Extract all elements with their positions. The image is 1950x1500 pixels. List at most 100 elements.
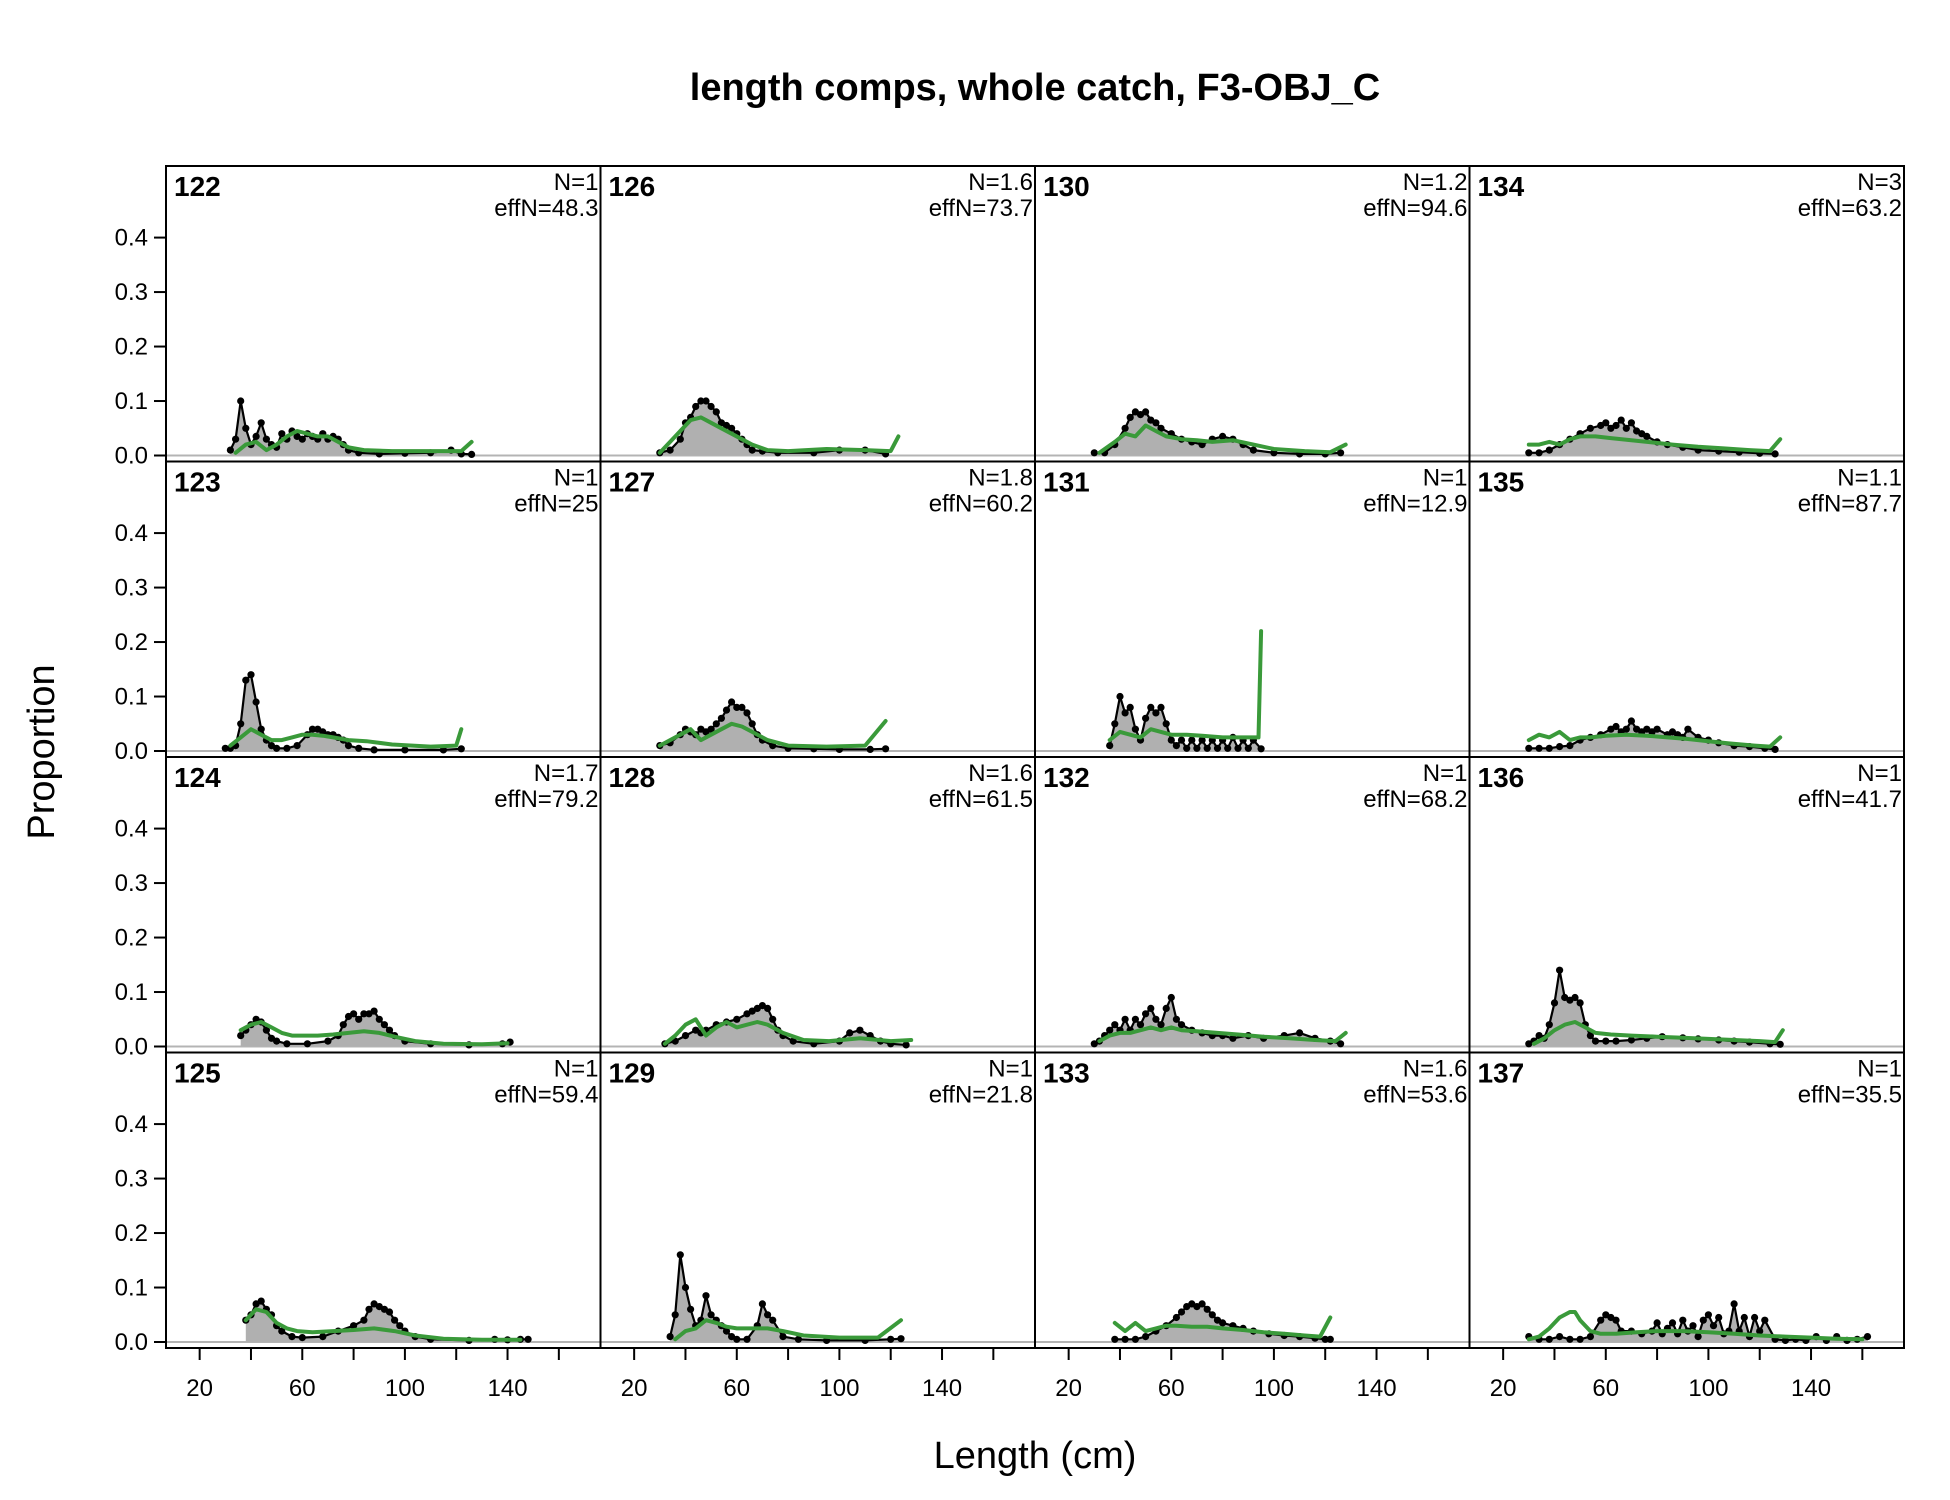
y-tick-label: 0.0 — [115, 1034, 148, 1061]
observed-point — [1142, 1333, 1150, 1341]
observed-point — [1106, 1026, 1114, 1034]
panel-effn-label: effN=68.2 — [1363, 786, 1467, 813]
panel-n-label: N=1.7 — [534, 760, 599, 787]
observed-point — [1152, 419, 1160, 427]
observed-point — [1157, 424, 1165, 432]
observed-point — [257, 725, 265, 733]
observed-point — [1142, 1010, 1150, 1018]
panel-effn-label: effN=35.5 — [1798, 1082, 1902, 1109]
observed-point — [380, 1021, 388, 1029]
expected-line — [1526, 434, 1783, 454]
observed-point — [882, 745, 890, 753]
observed-point — [288, 1333, 296, 1341]
observed-point — [1704, 1311, 1712, 1319]
y-tick-label: 0.2 — [115, 925, 148, 952]
observed-point — [1694, 1333, 1702, 1341]
observed-point — [1177, 1021, 1186, 1029]
y-tick-label: 0.2 — [115, 629, 148, 656]
panel-effn-label: effN=94.6 — [1363, 195, 1467, 222]
observed-point — [1715, 1313, 1723, 1322]
observed-point — [1152, 709, 1160, 717]
observed-point — [339, 1021, 347, 1029]
observed-point — [262, 1026, 270, 1034]
panel-id-label: 137 — [1478, 1058, 1525, 1089]
panel-effn-label: effN=59.4 — [494, 1082, 598, 1109]
observed-point — [728, 698, 736, 706]
panel-n-label: N=1 — [988, 1056, 1033, 1083]
panel-id-label: 124 — [174, 762, 221, 793]
observed-point — [1172, 742, 1180, 750]
panel-id-label: 127 — [609, 467, 656, 498]
panel-effn-label: effN=61.5 — [929, 786, 1033, 813]
y-tick-label: 0.1 — [115, 979, 148, 1006]
observed-point — [1545, 446, 1553, 454]
observed-point — [242, 424, 250, 432]
y-tick-label: 0.1 — [115, 1275, 148, 1302]
observed-point — [1668, 1319, 1677, 1327]
panel-effn-label: effN=25 — [514, 491, 598, 518]
observed-point — [360, 1010, 368, 1018]
observed-point — [226, 446, 234, 454]
x-tick-label: 100 — [1688, 1375, 1728, 1402]
panel-n-label: N=3 — [1857, 169, 1902, 196]
observed-point — [1142, 714, 1150, 722]
observed-point — [1172, 1015, 1180, 1023]
observed-point — [1622, 424, 1630, 432]
observed-point — [1684, 725, 1692, 733]
observed-point — [370, 746, 378, 754]
observed-point — [1602, 1037, 1610, 1045]
observed-point — [293, 742, 301, 750]
panel-effn-label: effN=63.2 — [1798, 195, 1902, 222]
observed-point — [697, 397, 705, 405]
observed-point — [1208, 1311, 1216, 1319]
observed-point — [375, 1015, 383, 1023]
observed-point — [748, 446, 756, 454]
panel-id-label: 129 — [609, 1058, 656, 1089]
observed-point — [1545, 1335, 1553, 1343]
observed-point — [262, 435, 270, 443]
panel-n-label: N=1 — [554, 465, 599, 492]
observed-point — [1566, 1335, 1574, 1343]
observed-point — [1761, 1316, 1769, 1324]
observed-point — [1198, 1300, 1206, 1308]
observed-point — [1234, 744, 1242, 752]
observed-point — [1771, 745, 1779, 754]
observed-point — [1740, 1313, 1748, 1322]
observed-point — [273, 1037, 281, 1045]
expected-line — [657, 719, 888, 749]
observed-point — [237, 397, 245, 405]
observed-point — [1162, 720, 1170, 728]
panel-id-label: 131 — [1043, 467, 1090, 498]
observed-point — [1612, 421, 1620, 430]
observed-point — [764, 1311, 772, 1319]
observed-point — [1249, 446, 1257, 454]
observed-point — [728, 424, 736, 432]
observed-point — [1709, 1322, 1718, 1330]
observed-point — [764, 1004, 772, 1013]
observed-point — [666, 1333, 674, 1341]
observed-point — [681, 1032, 690, 1040]
panel-n-label: N=1.6 — [1403, 1056, 1468, 1083]
panel-n-label: N=1 — [1423, 760, 1468, 787]
expected-line — [1526, 729, 1783, 749]
observed-point — [1337, 1040, 1345, 1048]
observed-point — [1679, 1316, 1687, 1324]
observed-point — [1111, 1335, 1119, 1343]
observed-point — [1566, 742, 1574, 750]
observed-point — [1617, 416, 1625, 424]
observed-point — [687, 1305, 695, 1313]
observed-point — [1147, 1004, 1155, 1013]
observed-point — [1224, 744, 1232, 752]
observed-point — [283, 1040, 291, 1048]
observed-point — [846, 1029, 854, 1037]
y-tick-label: 0.4 — [115, 225, 148, 252]
observed-point — [1121, 424, 1129, 432]
panel-border — [1468, 1051, 1905, 1349]
observed-point — [385, 1308, 394, 1316]
observed-point — [758, 1300, 767, 1308]
